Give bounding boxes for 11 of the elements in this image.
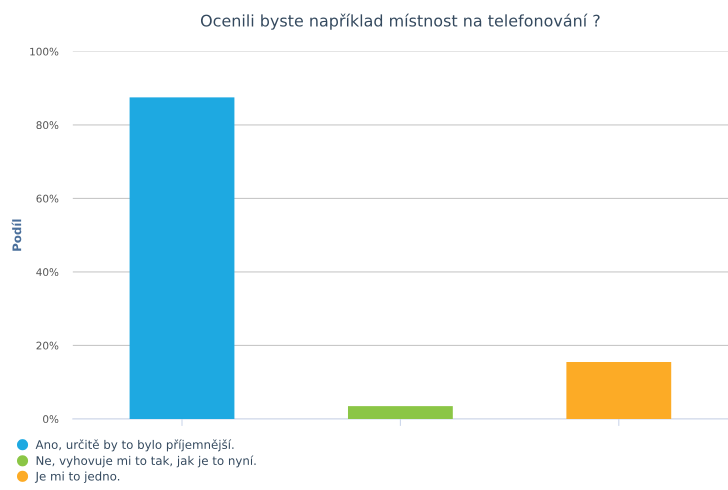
legend-label: Je mi to jedno. bbox=[34, 471, 120, 483]
legend-label: Ano, určitě by to bylo příjemnější. bbox=[36, 439, 234, 452]
y-tick-label: 40% bbox=[36, 268, 58, 276]
y-axis-title: Podíl bbox=[12, 220, 22, 251]
y-tick-label: 20% bbox=[36, 342, 58, 350]
y-tick-label: 80% bbox=[36, 121, 58, 130]
y-tick-label: 100% bbox=[30, 48, 58, 56]
y-tick-label: 0% bbox=[43, 415, 58, 424]
legend-label: Ne, vyhovuje mi to tak, jak je to nyní. bbox=[36, 455, 256, 468]
chart-title: Ocenili byste například místnost na telefonování ? bbox=[200, 14, 600, 30]
y-tick-label: 60% bbox=[36, 194, 58, 203]
